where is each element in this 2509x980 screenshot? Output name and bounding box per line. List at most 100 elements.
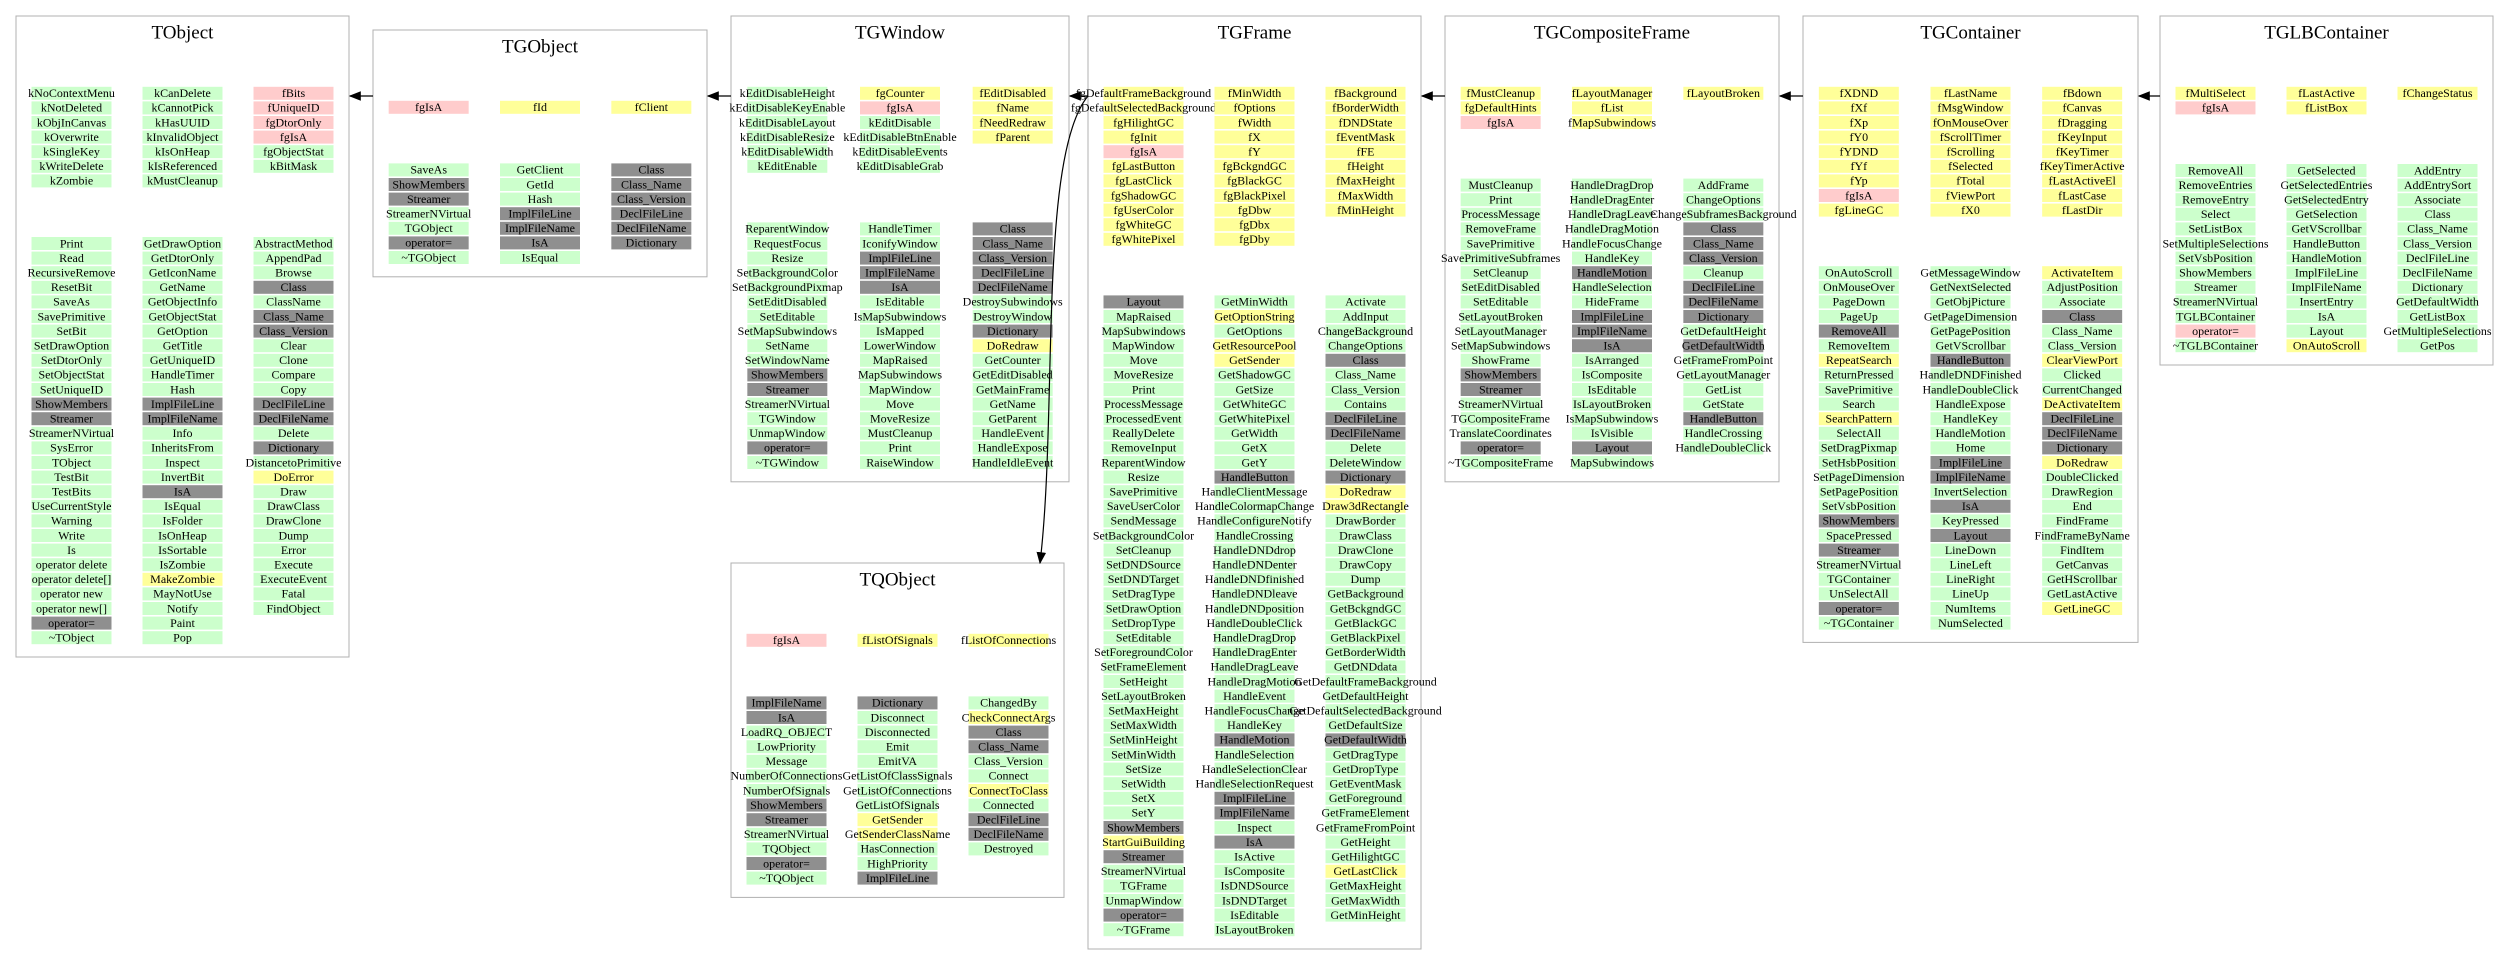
- method-cell: [972, 368, 1053, 382]
- method: ReparentWindow: [745, 222, 829, 236]
- method-cell: [2042, 602, 2123, 615]
- method-cell: [1103, 616, 1184, 630]
- method-cell: [746, 754, 827, 768]
- method: InvertSelection: [1934, 484, 2007, 498]
- method: ImplFileLine: [1580, 309, 1643, 323]
- method: ~TGContainer: [1824, 616, 1894, 630]
- method-cell: [747, 237, 828, 250]
- method: Streamer: [766, 382, 809, 396]
- method-cell: [142, 470, 223, 484]
- method: GetFrameElement: [1322, 806, 1411, 820]
- method-cell: [1818, 470, 1899, 484]
- method-cell: [1325, 587, 1406, 601]
- method-cell: [1930, 558, 2011, 572]
- method: OnAutoScroll: [2293, 338, 2361, 352]
- member-cell: [2042, 130, 2123, 144]
- method-cell: [972, 237, 1053, 250]
- method-cell: [1103, 879, 1184, 893]
- method: ImplFileLine: [508, 206, 571, 220]
- member: fListBox: [2305, 101, 2348, 115]
- method-cell: [1683, 310, 1764, 323]
- method-cell: [31, 616, 112, 630]
- method: ShowMembers: [35, 397, 108, 411]
- method: Class_Version: [617, 192, 686, 206]
- method: Dictionary: [1698, 309, 1749, 323]
- method: RepeatSearch: [1826, 353, 1892, 367]
- method: RemoveAll: [2188, 163, 2244, 177]
- method-cell: [611, 221, 692, 235]
- method-cell: [1572, 251, 1652, 265]
- method: SetLayoutBroken: [1458, 309, 1543, 323]
- method: SetForegroundColor: [1094, 645, 1193, 659]
- method: HandleMotion: [1936, 426, 2006, 440]
- method-cell: [857, 754, 938, 768]
- method: GetSenderClassName: [845, 827, 950, 841]
- method: Emit: [886, 739, 910, 753]
- method: NumItems: [1945, 601, 1996, 615]
- method: SetUniqueID: [40, 382, 104, 396]
- method: Streamer: [50, 411, 93, 425]
- method: HandleDragLeave: [1211, 660, 1299, 674]
- method: SetHeight: [1120, 674, 1169, 688]
- method: DeclFileName: [2047, 426, 2117, 440]
- method-cell: [1214, 762, 1295, 776]
- member: fgDbx: [1239, 217, 1270, 231]
- member-cell: [860, 130, 940, 144]
- method-cell: [746, 769, 827, 783]
- method: SetDrawOption: [34, 338, 109, 352]
- method-cell: [31, 514, 112, 528]
- method-cell: [253, 397, 334, 411]
- method-cell: [1325, 850, 1406, 864]
- method: GetUniqueID: [150, 353, 216, 367]
- method-cell: [142, 397, 223, 411]
- method: HandleDNDFinished: [1920, 368, 2022, 382]
- method: AddFrame: [1698, 178, 1749, 192]
- method: GetHeight: [1341, 835, 1392, 849]
- method-cell: [500, 192, 580, 206]
- method-cell: [2175, 178, 2256, 192]
- method: Dictionary: [2057, 441, 2108, 455]
- member-cell: [2042, 159, 2123, 173]
- method-cell: [388, 236, 469, 250]
- method-cell: [857, 871, 938, 885]
- method-cell: [1683, 353, 1764, 367]
- method: GetListBox: [2410, 309, 2466, 323]
- method-cell: [860, 368, 940, 382]
- method-cell: [1572, 441, 1652, 455]
- method: HideFrame: [1585, 295, 1639, 309]
- method: SetPagePosition: [1820, 484, 1898, 498]
- method: HandleButton: [1937, 353, 2004, 367]
- member-cell: [860, 86, 940, 100]
- method-cell: [860, 339, 940, 353]
- method: GetWhiteGC: [1223, 397, 1286, 411]
- method-cell: [1572, 266, 1652, 280]
- method-cell: [142, 514, 223, 528]
- method: SetObjectStat: [39, 368, 106, 382]
- member-cell: [746, 633, 827, 647]
- method-cell: [1325, 864, 1406, 878]
- member: fLastName: [1944, 86, 1997, 100]
- method-cell: [1930, 295, 2011, 309]
- method: TQObject: [763, 842, 812, 856]
- method-cell: [1818, 397, 1899, 411]
- method-cell: [972, 441, 1053, 455]
- member: fNeedRedraw: [979, 115, 1046, 129]
- method: StreamerNVirtual: [1458, 397, 1544, 411]
- method-cell: [1325, 762, 1406, 776]
- member: kWriteDelete: [39, 159, 103, 173]
- method-cell: [1460, 353, 1541, 367]
- method: InvertBit: [161, 470, 205, 484]
- method-cell: [1325, 704, 1406, 718]
- method: CurrentChanged: [2043, 382, 2122, 396]
- method: GetPagePosition: [1931, 324, 2011, 338]
- method-cell: [31, 485, 112, 499]
- class-node: TGCompositeFrame fMustCleanupfgDefaultHin…: [1441, 15, 1797, 483]
- method: ProcessMessage: [1461, 207, 1540, 221]
- method: Associate: [2059, 295, 2106, 309]
- member: kSingleKey: [43, 144, 100, 158]
- method: HandleDNDleave: [1212, 587, 1298, 601]
- method-cell: [1103, 908, 1184, 922]
- method-cell: [860, 397, 940, 411]
- method-cell: [1818, 339, 1899, 353]
- method: IsA: [891, 280, 909, 294]
